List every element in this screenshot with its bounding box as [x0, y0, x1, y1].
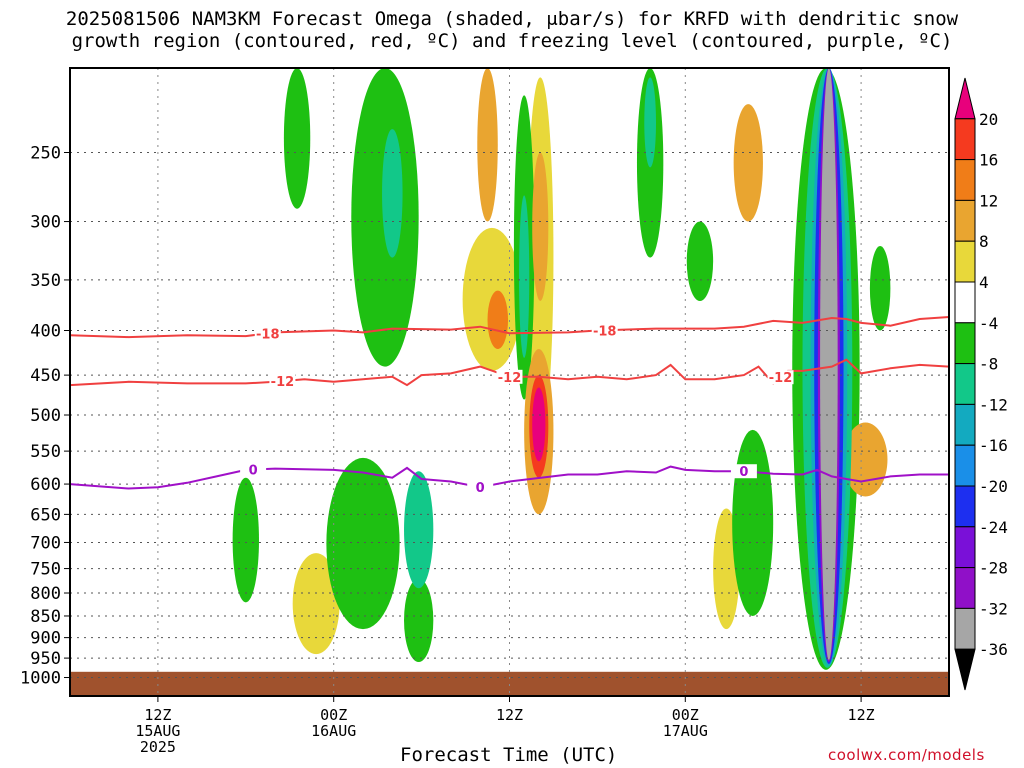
omega-cell-17	[232, 477, 259, 603]
contour-label-bg	[496, 369, 523, 384]
colorbar-swatch	[954, 403, 976, 446]
y-tick-label: 1000	[20, 669, 61, 689]
contour-label--18: -18	[256, 327, 280, 342]
contour-label-bg	[467, 480, 494, 495]
colorbar-label: -20	[979, 477, 1008, 496]
colorbar-label: -24	[979, 518, 1008, 537]
y-tick-label: 850	[30, 607, 61, 627]
omega-cell-28	[532, 387, 546, 462]
chart-title-line2: growth region (contoured, red, ºC) and f…	[71, 30, 953, 52]
colorbar-label: -16	[979, 436, 1008, 455]
y-tick-label: 700	[30, 533, 61, 553]
omega-cell-2	[292, 553, 340, 655]
colorbar-label: 8	[979, 232, 989, 251]
omega-cell-23	[644, 77, 656, 168]
colorbar-label: 20	[979, 110, 998, 129]
x-tick-label: 00Z	[320, 706, 347, 724]
contour-label--18: -18	[593, 324, 617, 339]
contour-label-0: 0	[249, 464, 258, 479]
y-tick-label: 400	[30, 322, 61, 342]
colorbar-label: 16	[979, 151, 998, 170]
omega-cell-19	[732, 429, 774, 616]
colorbar-swatch	[954, 159, 976, 201]
colorbar-swatch	[954, 199, 976, 242]
colorbar-label: -12	[979, 395, 1008, 414]
y-tick-label: 250	[30, 144, 61, 164]
omega-cell-21	[487, 290, 509, 349]
colorbar-swatch	[954, 567, 976, 609]
y-tick-label: 650	[30, 505, 61, 525]
colorbar-label: -8	[979, 355, 998, 374]
omega-cell-12	[686, 221, 714, 301]
contour--12	[69, 358, 950, 387]
y-tick-label: 800	[30, 584, 61, 604]
y-tick-label: 750	[30, 560, 61, 580]
colorbar-label: -36	[979, 640, 1008, 659]
colorbar-label: 4	[979, 273, 989, 292]
colorbar-swatch	[954, 485, 976, 528]
x-tick-date: 17AUG	[663, 722, 708, 740]
colorbar-label: -28	[979, 559, 1008, 578]
chart-title-line1: 2025081506 NAM3KM Forecast Omega (shaded…	[65, 8, 959, 30]
colorbar-swatch	[954, 444, 976, 487]
x-tick-label: 12Z	[144, 706, 171, 724]
x-tick-year: 2025	[140, 738, 176, 756]
contour-label-bg	[730, 464, 757, 479]
colorbar-swatch	[954, 240, 976, 283]
x-axis-title: Forecast Time (UTC)	[400, 744, 618, 766]
contour-label--12: -12	[271, 375, 295, 390]
omega-cell-16	[326, 457, 400, 630]
contour-label-bg	[767, 370, 794, 385]
colorbar-swatch	[954, 363, 976, 405]
omega-cell-14	[869, 245, 891, 331]
colorbar-swatch	[954, 118, 976, 161]
credit-link[interactable]: coolwx.com/models	[828, 746, 985, 764]
colorbar-label: -4	[979, 314, 998, 333]
omega-cell-11	[733, 104, 763, 222]
y-tick-label: 950	[30, 649, 61, 669]
x-tick-label: 12Z	[848, 706, 875, 724]
omega-cell-22	[519, 195, 530, 358]
x-tick-label: 12Z	[496, 706, 523, 724]
contour-label-bg	[591, 323, 618, 338]
omega-cell-4	[283, 68, 311, 209]
colorbar-swatch	[954, 281, 976, 324]
y-tick-label: 550	[30, 442, 61, 462]
y-tick-label: 300	[30, 213, 61, 233]
contour-label-0: 0	[476, 481, 485, 496]
colorbar-swatch	[954, 607, 976, 650]
y-tick-label: 900	[30, 629, 61, 649]
y-tick-label: 500	[30, 406, 61, 426]
omega-cell-18	[404, 578, 434, 663]
omega-cell-8	[532, 152, 549, 301]
contour-label-0: 0	[739, 465, 748, 480]
colorbar-top-arrow	[954, 77, 976, 120]
colorbar-swatch	[954, 526, 976, 569]
colorbar-label: -32	[979, 599, 1008, 618]
y-tick-label: 600	[30, 475, 61, 495]
y-tick-label: 350	[30, 271, 61, 291]
contour-label-bg	[240, 462, 267, 477]
colorbar-label: 12	[979, 191, 998, 210]
omega-cell-25	[404, 471, 434, 589]
omega-cell-6	[477, 68, 498, 222]
contour-label-bg	[269, 374, 296, 389]
x-tick-date: 16AUG	[311, 722, 356, 740]
colorbar-swatch	[954, 322, 976, 365]
omega-cell-20	[382, 129, 403, 258]
contour-label--12: -12	[769, 371, 793, 386]
omega-cell-31	[820, 68, 838, 661]
x-tick-label: 00Z	[672, 706, 699, 724]
x-tick-date: 15AUG	[135, 722, 180, 740]
contour-label--12: -12	[498, 371, 522, 386]
contour-label-bg	[254, 326, 281, 341]
y-tick-label: 450	[30, 366, 61, 386]
colorbar-bottom-arrow	[954, 648, 976, 691]
